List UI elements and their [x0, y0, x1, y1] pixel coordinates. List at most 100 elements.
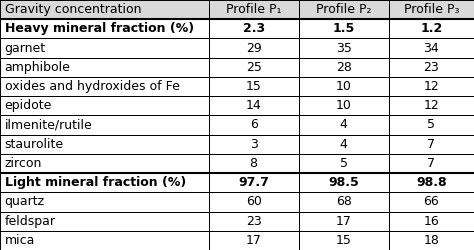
Bar [209, 173, 299, 192]
Text: Gravity concentration: Gravity concentration [5, 3, 141, 16]
Text: ilmenite/rutile: ilmenite/rutile [5, 118, 92, 132]
Text: 98.5: 98.5 [328, 176, 359, 189]
Bar [389, 19, 474, 38]
Text: 10: 10 [336, 99, 352, 112]
Bar [299, 96, 389, 116]
Bar [0, 192, 209, 212]
Text: Profile P₃: Profile P₃ [403, 3, 459, 16]
Bar [389, 58, 474, 77]
Bar [299, 231, 389, 250]
Bar [0, 19, 209, 38]
Bar [209, 58, 299, 77]
Text: 98.8: 98.8 [416, 176, 447, 189]
Text: zircon: zircon [5, 157, 42, 170]
Bar [0, 0, 209, 19]
Text: 66: 66 [423, 196, 439, 208]
Bar [209, 0, 299, 19]
Bar [389, 0, 474, 19]
Bar [389, 231, 474, 250]
Bar [299, 19, 389, 38]
Bar [209, 192, 299, 212]
Text: 25: 25 [246, 61, 262, 74]
Bar [299, 154, 389, 173]
Bar [0, 38, 209, 58]
Text: 60: 60 [246, 196, 262, 208]
Text: Light mineral fraction (%): Light mineral fraction (%) [5, 176, 186, 189]
Text: 29: 29 [246, 42, 262, 54]
Bar [0, 173, 209, 192]
Text: amphibole: amphibole [5, 61, 71, 74]
Bar [299, 116, 389, 134]
Text: Profile P₁: Profile P₁ [226, 3, 282, 16]
Text: 2.3: 2.3 [243, 22, 264, 35]
Text: 17: 17 [336, 215, 352, 228]
Bar [389, 77, 474, 96]
Text: 28: 28 [336, 61, 352, 74]
Text: 7: 7 [428, 157, 435, 170]
Bar [299, 134, 389, 154]
Bar [0, 77, 209, 96]
Bar [0, 154, 209, 173]
Bar [299, 0, 389, 19]
Text: 4: 4 [340, 138, 347, 151]
Bar [299, 212, 389, 231]
Text: 68: 68 [336, 196, 352, 208]
Bar [0, 116, 209, 134]
Text: 6: 6 [250, 118, 257, 132]
Text: 7: 7 [428, 138, 435, 151]
Text: quartz: quartz [5, 196, 45, 208]
Bar [209, 134, 299, 154]
Text: 4: 4 [340, 118, 347, 132]
Text: 10: 10 [336, 80, 352, 93]
Text: oxides and hydroxides of Fe: oxides and hydroxides of Fe [5, 80, 180, 93]
Bar [209, 212, 299, 231]
Bar [0, 96, 209, 116]
Text: 5: 5 [340, 157, 347, 170]
Text: garnet: garnet [5, 42, 46, 54]
Bar [209, 96, 299, 116]
Text: 8: 8 [250, 157, 257, 170]
Text: 23: 23 [246, 215, 262, 228]
Bar [209, 231, 299, 250]
Bar [389, 173, 474, 192]
Bar [389, 116, 474, 134]
Bar [209, 116, 299, 134]
Text: mica: mica [5, 234, 35, 247]
Bar [299, 58, 389, 77]
Text: 3: 3 [250, 138, 257, 151]
Bar [299, 173, 389, 192]
Text: 12: 12 [423, 99, 439, 112]
Bar [209, 77, 299, 96]
Bar [389, 134, 474, 154]
Bar [389, 192, 474, 212]
Text: 5: 5 [428, 118, 435, 132]
Text: Profile P₂: Profile P₂ [316, 3, 372, 16]
Bar [389, 96, 474, 116]
Bar [209, 38, 299, 58]
Text: 34: 34 [423, 42, 439, 54]
Text: 18: 18 [423, 234, 439, 247]
Text: 15: 15 [336, 234, 352, 247]
Text: staurolite: staurolite [5, 138, 64, 151]
Bar [209, 19, 299, 38]
Text: 1.2: 1.2 [420, 22, 442, 35]
Bar [389, 38, 474, 58]
Text: Heavy mineral fraction (%): Heavy mineral fraction (%) [5, 22, 194, 35]
Bar [299, 192, 389, 212]
Bar [0, 134, 209, 154]
Bar [0, 231, 209, 250]
Bar [299, 38, 389, 58]
Bar [0, 212, 209, 231]
Text: 12: 12 [423, 80, 439, 93]
Bar [389, 154, 474, 173]
Bar [209, 154, 299, 173]
Text: 17: 17 [246, 234, 262, 247]
Text: feldspar: feldspar [5, 215, 56, 228]
Text: 35: 35 [336, 42, 352, 54]
Text: 23: 23 [423, 61, 439, 74]
Text: 97.7: 97.7 [238, 176, 269, 189]
Bar [0, 58, 209, 77]
Text: epidote: epidote [5, 99, 52, 112]
Text: 14: 14 [246, 99, 262, 112]
Text: 15: 15 [246, 80, 262, 93]
